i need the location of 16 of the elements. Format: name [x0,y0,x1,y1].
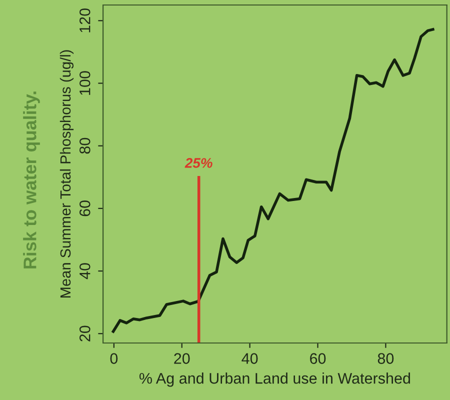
y-tick-label: 100 [79,71,90,95]
y-tick-label: 20 [79,326,90,342]
y-tick-label: 80 [79,138,90,154]
x-axis-title: % Ag and Urban Land use in Watershed [139,372,410,387]
y-tick-label: 40 [79,263,90,280]
line-series [112,28,434,333]
y-tick-label: 120 [79,8,90,32]
y-tick-label: 60 [79,200,90,216]
y-axis-title: Mean Summer Total Phosphorus (ug/l) [60,50,74,298]
ref-line-label: 25% [184,158,212,168]
x-tick-label: 80 [378,353,394,364]
text: Risk to water quality. [23,92,40,268]
x-tick-label: 20 [174,353,190,364]
x-tick-label: 40 [242,353,258,364]
x-tick-label: 0 [110,353,118,364]
x-tick-label: 60 [310,353,326,364]
